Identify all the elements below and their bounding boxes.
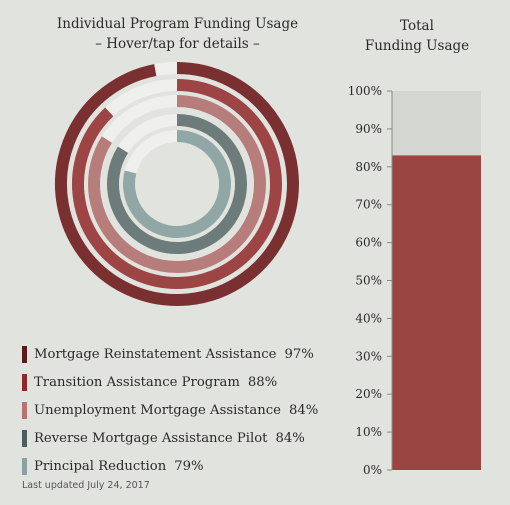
legend-swatch [22, 345, 27, 363]
legend-item[interactable]: Unemployment Mortgage Assistance 84% [22, 396, 318, 424]
radial-chart-subtitle: – Hover/tap for details – [95, 36, 260, 52]
y-tick-label: 0% [363, 463, 382, 477]
radial-chart [54, 62, 299, 306]
total-title-line1: Total [400, 18, 434, 34]
y-tick-label: 10% [355, 425, 382, 439]
legend-item[interactable]: Mortgage Reinstatement Assistance 97% [22, 340, 318, 368]
legend-label: Reverse Mortgage Assistance Pilot [34, 430, 268, 446]
total-bar[interactable] [392, 155, 481, 470]
total-chart-title: Total Funding Usage [350, 16, 484, 56]
legend-value: 97% [284, 346, 314, 362]
legend-swatch [22, 457, 27, 475]
radial-arc-3[interactable] [88, 95, 266, 273]
y-tick-label: 30% [355, 349, 382, 363]
legend-value: 84% [275, 430, 305, 446]
legend-swatch [22, 401, 27, 419]
radial-arc-5[interactable] [123, 130, 231, 238]
total-bar-remainder [392, 91, 481, 470]
legend-label: Mortgage Reinstatement Assistance [34, 346, 277, 362]
legend-label: Principal Reduction [34, 458, 167, 474]
legend-value: 84% [288, 402, 319, 418]
last-updated: Last updated July 24, 2017 [22, 480, 150, 491]
radial-chart-title-block: Individual Program Funding Usage – Hover… [0, 14, 355, 54]
radial-chart-title: Individual Program Funding Usage [56, 16, 299, 32]
legend-label: Transition Assistance Program [34, 374, 240, 390]
legend-swatch [22, 429, 27, 447]
total-title-line2: Funding Usage [364, 38, 470, 54]
y-tick-label: 20% [355, 387, 382, 401]
legend-item[interactable]: Reverse Mortgage Assistance Pilot 84% [22, 424, 318, 452]
radial-arc-2[interactable] [72, 79, 282, 289]
radial-arc-4[interactable] [107, 114, 247, 254]
legend-value: 79% [174, 458, 204, 474]
legend-item[interactable]: Principal Reduction 79% [22, 452, 318, 480]
legend-swatch [22, 373, 27, 391]
legend-item[interactable]: Transition Assistance Program 88% [22, 368, 318, 396]
legend-value: 88% [247, 374, 278, 390]
radial-legend: Mortgage Reinstatement Assistance 97% Tran… [22, 340, 318, 480]
legend-label: Unemployment Mortgage Assistance [34, 402, 281, 418]
radial-arc-1[interactable] [54, 62, 299, 306]
